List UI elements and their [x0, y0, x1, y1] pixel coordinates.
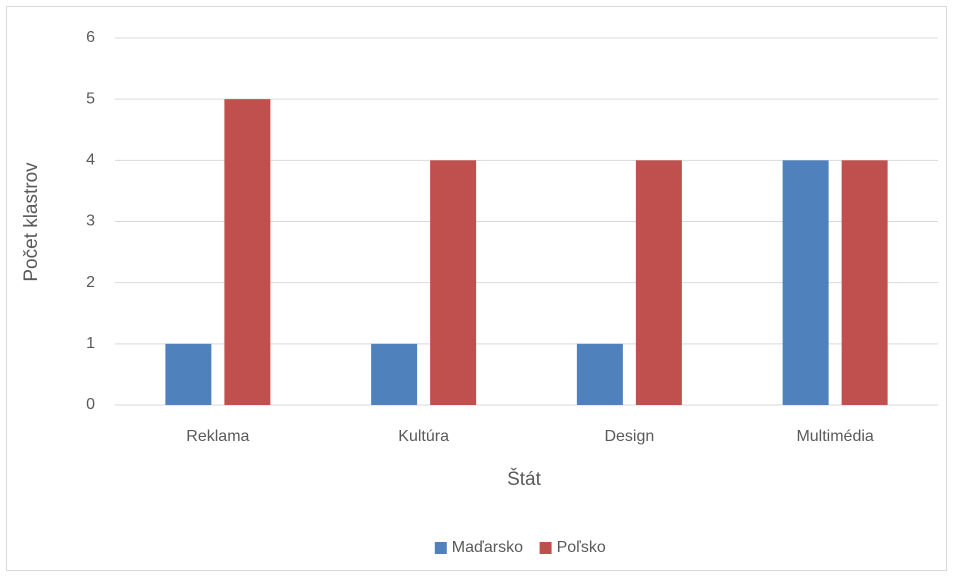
x-tick-label: Design — [604, 428, 654, 445]
bar — [635, 160, 682, 405]
x-axis-title: Štát — [507, 468, 542, 490]
y-tick-label: 2 — [86, 274, 95, 291]
bar — [782, 160, 829, 405]
legend-label: Maďarsko — [452, 539, 523, 556]
bar — [165, 343, 212, 405]
y-tick-label: 0 — [86, 396, 95, 413]
bar — [841, 160, 888, 405]
y-tick-label: 6 — [86, 29, 95, 46]
y-tick-label: 5 — [86, 90, 95, 107]
legend-swatch — [434, 542, 447, 554]
bar — [576, 343, 623, 405]
bar — [224, 99, 271, 406]
x-tick-label: Multimédia — [796, 428, 873, 445]
x-tick-label: Reklama — [186, 428, 249, 445]
legend-swatch — [539, 542, 552, 554]
y-tick-label: 4 — [86, 152, 95, 169]
x-tick-label: Kultúra — [398, 428, 449, 445]
bar — [371, 343, 418, 405]
bar — [430, 160, 477, 405]
y-axis-title: Počet klastrov — [21, 162, 42, 282]
y-tick-label: 3 — [86, 213, 95, 230]
y-tick-label: 1 — [86, 335, 95, 352]
legend-label: Poľsko — [557, 539, 606, 556]
